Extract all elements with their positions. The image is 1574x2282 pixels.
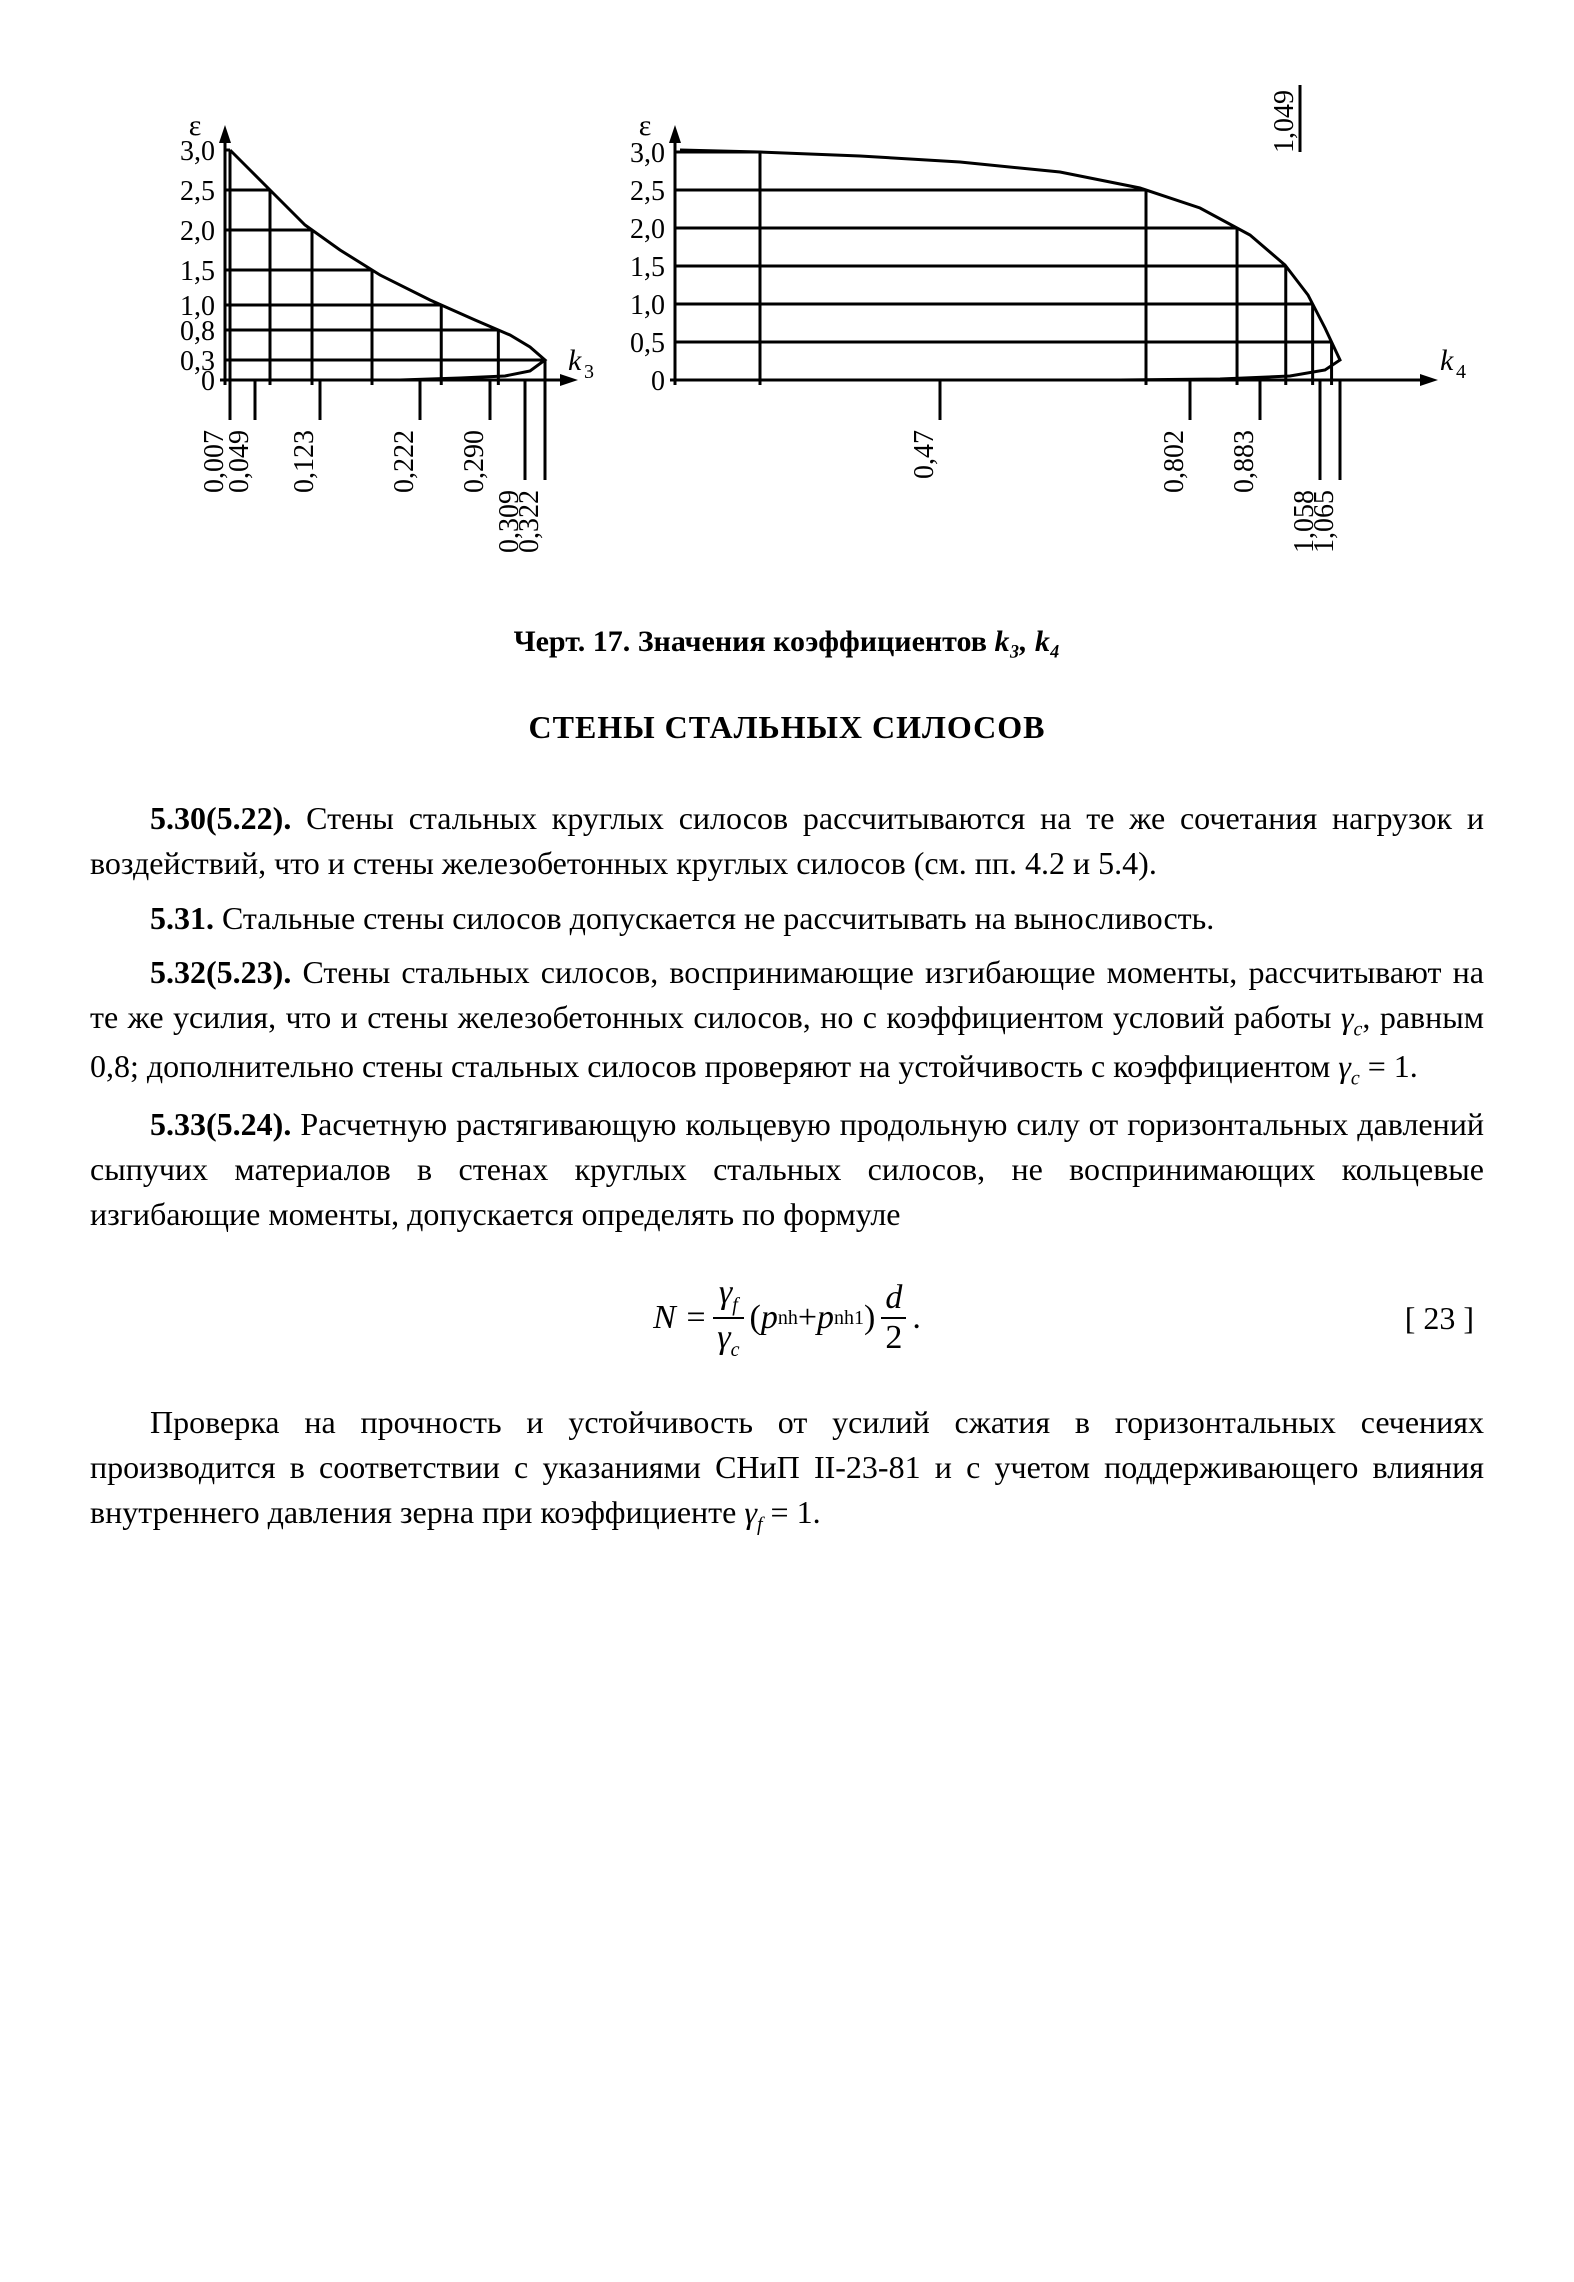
den-2: 2 (881, 1319, 906, 1355)
svg-text:2,5: 2,5 (630, 176, 665, 207)
para-5-32: 5.32(5.23). Стены стальных силосов, восп… (90, 950, 1484, 1092)
svg-text:0,47: 0,47 (909, 430, 940, 479)
para-5-30: 5.30(5.22). Стены стальных круглых силос… (90, 796, 1484, 886)
d-symbol: d (885, 1279, 902, 1316)
para-lead: 5.33(5.24). (150, 1106, 300, 1142)
formula-close: ) (864, 1299, 875, 1337)
gamma-sub-c: c (731, 1339, 740, 1361)
formula-frac-gamma: γf γc (713, 1276, 743, 1360)
svg-text:3,0: 3,0 (180, 136, 215, 167)
svg-text:0,322: 0,322 (514, 490, 545, 553)
para-lead: 5.30(5.22). (150, 800, 306, 836)
svg-text:1,0: 1,0 (630, 290, 665, 321)
para-body: Стальные стены силосов допускается не ра… (222, 900, 1214, 936)
svg-text:1,5: 1,5 (630, 252, 665, 283)
formula-plus: + (798, 1299, 817, 1337)
svg-text:0,3: 0,3 (180, 346, 215, 377)
formula-N: N = (653, 1299, 707, 1337)
svg-text:0,883: 0,883 (1229, 430, 1260, 493)
caption-vars: k₃, k₄ (994, 625, 1060, 658)
para-5-33: 5.33(5.24). Расчетную растягивающую коль… (90, 1102, 1484, 1236)
formula-number: [ 23 ] (1405, 1300, 1474, 1337)
svg-text:0,049: 0,049 (224, 430, 255, 493)
svg-text:3,0: 3,0 (630, 138, 665, 169)
figure-caption: Черт. 17. Значения коэффициентов k₃, k₄ (90, 625, 1484, 659)
p-sup-n: n (834, 1307, 844, 1330)
svg-text:1,5: 1,5 (180, 256, 215, 287)
para-final: Проверка на прочность и устойчивость от … (90, 1400, 1484, 1538)
figure-svg: ε00,30,81,01,52,02,53,00,0070,0490,1230,… (90, 60, 1484, 590)
section-heading: СТЕНЫ СТАЛЬНЫХ СИЛОСОВ (90, 709, 1484, 746)
para-tail: = 1. (763, 1494, 821, 1530)
gamma-sub-f: f (732, 1294, 738, 1316)
gamma-symbol: γ (717, 1319, 730, 1356)
para-body: Расчетную растягивающую кольцевую продол… (90, 1106, 1484, 1232)
svg-text:k: k (1440, 344, 1454, 377)
para-lead: 5.31. (150, 900, 222, 936)
gamma-symbol: γ (719, 1274, 732, 1311)
gamma-c-symbol: γ (1338, 1048, 1351, 1084)
para-lead: 5.32(5.23). (150, 954, 302, 990)
document-page: ε00,30,81,01,52,02,53,00,0070,0490,1230,… (0, 0, 1574, 1668)
formula-23: N = γf γc (pnh + pnh1) d 2 . [ 23 ] (90, 1276, 1484, 1360)
svg-text:0,802: 0,802 (1159, 430, 1190, 493)
svg-text:k: k (568, 344, 582, 377)
p-symbol: p (761, 1299, 778, 1336)
para-tail: = 1. (1360, 1048, 1418, 1084)
gamma-c-symbol: γ (1341, 999, 1354, 1035)
gamma-f-symbol: γ (744, 1494, 757, 1530)
p-sub-h1: h1 (844, 1307, 864, 1330)
p-sup-n: n (778, 1307, 788, 1330)
figure-17: ε00,30,81,01,52,02,53,00,0070,0490,1230,… (90, 60, 1484, 595)
p-sub-h: h (788, 1307, 798, 1330)
svg-text:0: 0 (651, 366, 665, 397)
gamma-c-sub: c (1351, 1067, 1360, 1089)
svg-text:2,5: 2,5 (180, 176, 215, 207)
svg-text:0,123: 0,123 (289, 430, 320, 493)
svg-text:1,049: 1,049 (1269, 90, 1300, 153)
svg-text:0,5: 0,5 (630, 328, 665, 359)
svg-text:3: 3 (584, 361, 594, 383)
formula-open: ( (750, 1299, 761, 1337)
formula-frac-d: d 2 (881, 1281, 906, 1355)
svg-text:1,065: 1,065 (1309, 490, 1340, 553)
svg-text:1,0: 1,0 (180, 291, 215, 322)
svg-text:2,0: 2,0 (180, 216, 215, 247)
caption-text: Черт. 17. Значения коэффициентов (514, 625, 995, 658)
svg-text:4: 4 (1456, 361, 1466, 383)
svg-text:0,290: 0,290 (459, 430, 490, 493)
formula-dot: . (912, 1299, 921, 1337)
svg-text:2,0: 2,0 (630, 214, 665, 245)
p-symbol: p (817, 1299, 834, 1336)
para-5-31: 5.31. Стальные стены силосов допускается… (90, 896, 1484, 941)
svg-text:0,222: 0,222 (389, 430, 420, 493)
